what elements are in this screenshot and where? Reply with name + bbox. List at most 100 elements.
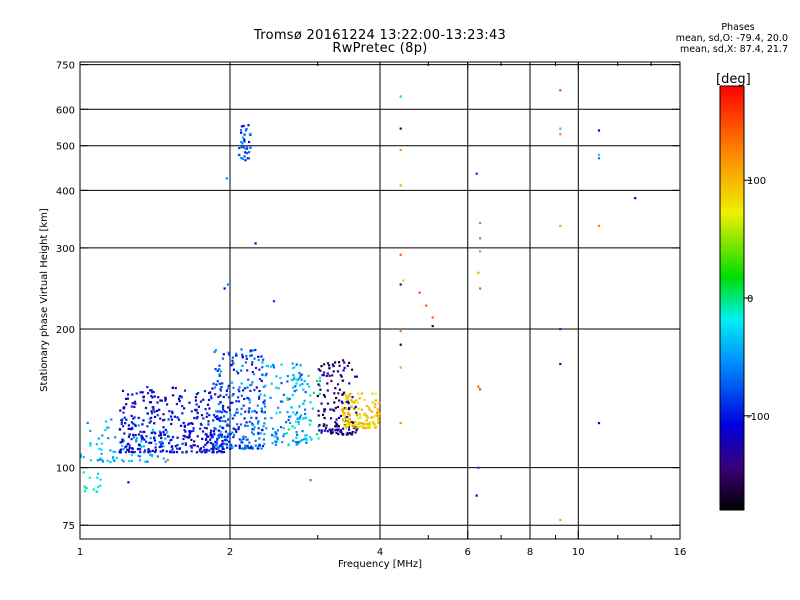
echo-point — [89, 459, 92, 462]
echo-point — [97, 437, 100, 440]
echo-point — [339, 414, 343, 417]
echo-point — [183, 389, 187, 392]
echo-point — [159, 417, 162, 420]
echo-point — [240, 156, 243, 160]
echo-point — [205, 448, 208, 451]
echo-point — [158, 430, 161, 433]
echo-point — [143, 451, 146, 454]
echo-point — [364, 426, 367, 429]
y-axis-label: Stationary phase Virtual Height [km] — [39, 208, 50, 392]
echo-point — [257, 445, 260, 448]
echo-point — [266, 365, 269, 368]
echo-point — [322, 374, 325, 377]
echo-point — [296, 379, 299, 382]
echo-point — [176, 416, 179, 419]
echo-point — [176, 436, 179, 439]
echo-point — [199, 400, 203, 403]
echo-point — [231, 401, 234, 404]
echo-point — [141, 391, 144, 394]
echo-point — [181, 412, 184, 415]
echo-point — [312, 391, 315, 394]
x-tick-label: 16 — [674, 547, 687, 558]
echo-point — [182, 437, 185, 441]
echo-point — [315, 433, 318, 436]
echo-point — [363, 412, 366, 415]
echo-point — [323, 416, 326, 420]
echo-point — [325, 374, 328, 377]
echo-point — [144, 440, 148, 443]
echo-point — [374, 403, 377, 406]
echo-point — [241, 364, 244, 367]
echo-point — [121, 389, 125, 392]
echo-point — [282, 393, 285, 396]
echo-point — [177, 397, 181, 400]
phase-o-mode-stats: mean, sd,O: -79.4, 20.0 — [675, 33, 788, 44]
echo-point — [294, 385, 297, 388]
echo-point — [254, 348, 257, 352]
echo-point — [234, 354, 238, 357]
echo-point — [477, 271, 480, 274]
echo-point — [347, 402, 350, 405]
echo-point — [150, 454, 154, 457]
echo-point — [334, 406, 337, 410]
echo-point — [331, 374, 334, 377]
echo-point — [166, 403, 169, 406]
echo-point — [342, 427, 345, 430]
echo-point — [475, 494, 478, 497]
echo-point — [310, 438, 313, 441]
echo-point — [175, 451, 178, 454]
echo-point — [243, 397, 246, 401]
echo-point — [205, 415, 208, 418]
echo-point — [196, 412, 199, 415]
echo-point — [183, 407, 186, 410]
echo-point — [197, 405, 200, 408]
echo-point — [222, 395, 225, 399]
echo-point — [331, 363, 334, 366]
echo-point — [167, 418, 170, 421]
echo-point — [188, 433, 191, 436]
echo-point — [263, 394, 266, 397]
echo-point — [479, 250, 482, 253]
echo-point — [355, 411, 358, 414]
echo-point — [275, 432, 278, 435]
echo-point — [242, 136, 245, 139]
echo-point — [243, 138, 246, 141]
echo-point — [141, 437, 144, 440]
echo-point — [193, 444, 196, 447]
echo-point — [354, 400, 357, 403]
echo-point — [112, 456, 115, 459]
echo-point — [232, 393, 235, 396]
echo-point — [188, 422, 191, 425]
echo-point — [330, 432, 333, 435]
echo-point — [149, 453, 152, 456]
echo-point — [431, 316, 434, 319]
echo-point — [128, 444, 131, 447]
echo-point — [264, 384, 267, 387]
echo-point — [347, 426, 350, 429]
echo-point — [153, 439, 157, 442]
echo-point — [166, 458, 169, 461]
echo-point — [360, 408, 364, 411]
echo-point — [127, 435, 130, 438]
echo-point — [234, 444, 237, 447]
echo-point — [343, 401, 346, 404]
echo-point — [126, 448, 129, 451]
echo-point — [152, 408, 155, 411]
colorbar-tick-label: -100 — [747, 412, 770, 423]
echo-point — [137, 433, 140, 436]
echo-point — [240, 382, 243, 385]
echo-point — [287, 428, 290, 431]
echo-point — [286, 411, 289, 414]
echo-point — [160, 434, 163, 437]
y-tick-label: 200 — [56, 325, 75, 336]
echo-point — [365, 423, 369, 426]
echo-point — [301, 382, 304, 386]
echo-point — [225, 393, 228, 396]
echo-point — [99, 478, 102, 481]
x-axis-label: Frequency [MHz] — [338, 559, 422, 570]
echo-point — [195, 393, 198, 396]
echo-point — [303, 399, 306, 402]
echo-point — [247, 378, 250, 381]
echo-point — [240, 369, 243, 372]
